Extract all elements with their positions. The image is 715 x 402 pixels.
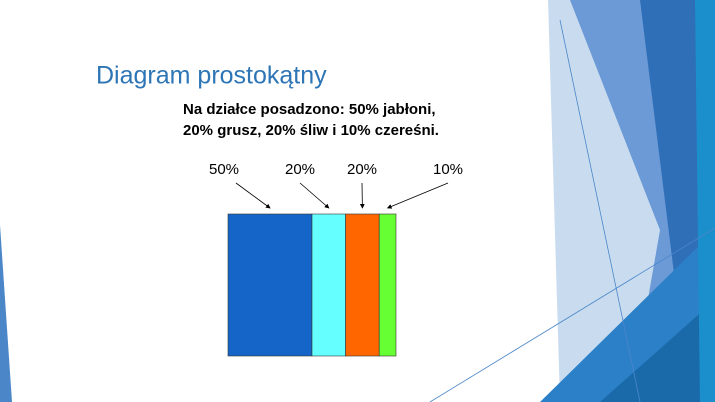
arrow [386, 182, 449, 209]
arrow [299, 182, 330, 209]
value-label: 20% [347, 161, 377, 178]
subtitle: Na działce posadzono: 50% jabłoni, [183, 101, 436, 118]
value-label: 50% [209, 161, 239, 178]
segment [311, 213, 346, 357]
value-label: 20% [285, 161, 315, 178]
segment [378, 213, 397, 357]
shape [600, 300, 715, 402]
line [429, 227, 715, 402]
arrow [235, 182, 271, 209]
chart-title: Diagram prostokątny [96, 62, 327, 90]
segment [227, 213, 313, 357]
value-label: 10% [433, 161, 463, 178]
subtitle: 20% grusz, 20% śliw i 10% czereśni. [183, 122, 439, 139]
segment [345, 213, 380, 357]
line [559, 19, 641, 402]
shape [0, 225, 12, 402]
shape [695, 0, 715, 402]
